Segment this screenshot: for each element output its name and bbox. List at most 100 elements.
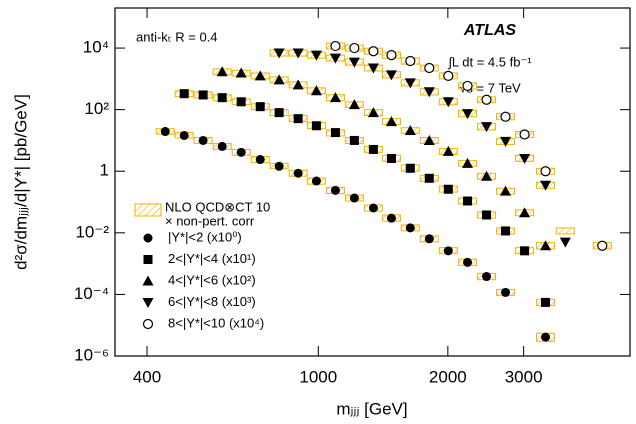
data-point [501, 226, 511, 236]
data-point [423, 134, 435, 145]
data-point [385, 70, 397, 81]
data-point [273, 48, 285, 59]
data-point [293, 114, 303, 124]
data-point [348, 57, 360, 68]
data-point [519, 153, 531, 164]
data-point [404, 78, 416, 89]
legend-label: |Y*|<2 (x10⁰) [168, 229, 242, 244]
data-point [540, 240, 552, 251]
data-point [330, 128, 340, 138]
band-legend-label: × non-pert. corr [165, 213, 255, 228]
y-tick-label: 10⁻⁴ [74, 284, 109, 303]
data-point [404, 125, 416, 136]
data-point [500, 136, 512, 147]
data-point [179, 89, 189, 99]
data-point [481, 122, 493, 133]
data-point [500, 185, 512, 196]
data-point [424, 234, 434, 244]
legend-marker [142, 318, 154, 330]
y-tick-label: 10² [84, 99, 109, 118]
data-point [443, 70, 454, 81]
data-point [424, 62, 435, 74]
data-point [540, 166, 551, 177]
data-point [462, 80, 473, 92]
data-point [292, 79, 304, 90]
data-point [217, 141, 227, 151]
experiment-label: ATLAS [463, 22, 516, 39]
data-point [405, 223, 415, 233]
y-tick-label: 1 [100, 161, 109, 180]
data-point [274, 161, 284, 171]
data-point [386, 153, 396, 163]
plot-frame [114, 7, 631, 357]
data-point [519, 207, 531, 218]
data-point [463, 196, 473, 206]
data-point [311, 176, 321, 186]
data-point [236, 97, 246, 107]
data-point [311, 121, 321, 131]
data-point [198, 135, 208, 145]
y-tick-label: 10⁴ [83, 38, 109, 57]
data-point [481, 94, 492, 105]
data-point [160, 127, 170, 137]
data-point [310, 85, 322, 96]
data-point [254, 70, 266, 81]
data-point [463, 257, 473, 267]
x-tick-label: 1000 [299, 367, 337, 386]
data-point [385, 116, 397, 127]
data-point [310, 50, 322, 61]
data-point [349, 193, 359, 203]
x-axis-title: mⱼⱼⱼ [GeV] [336, 399, 407, 418]
data-point [255, 155, 265, 165]
data-point [235, 67, 247, 78]
legend-marker [142, 275, 154, 286]
data-point [597, 240, 608, 251]
luminosity: ∫L dt = 4.5 fb⁻¹ [447, 54, 532, 69]
data-point [519, 129, 530, 140]
data-point [423, 87, 435, 98]
data-point [349, 42, 360, 54]
data-point [179, 130, 189, 140]
data-point [443, 246, 453, 256]
data-point [367, 63, 379, 74]
x-tick-label: 3000 [505, 367, 543, 386]
data-point [442, 97, 454, 108]
legend-label: 2<|Y*|<4 (x10¹) [168, 251, 256, 266]
data-point [236, 147, 246, 157]
data-point [217, 93, 227, 103]
data-point [329, 92, 341, 103]
data-point [368, 203, 378, 213]
x-tick-label: 2000 [429, 367, 467, 386]
legend-marker [143, 233, 153, 243]
legend-marker [143, 255, 153, 264]
data-point [443, 184, 453, 194]
data-point [368, 144, 378, 154]
data-point [482, 272, 492, 282]
data-point [482, 210, 492, 220]
band-legend-label: NLO QCD⊗CT 10 [165, 199, 270, 214]
theory-band [555, 227, 575, 235]
data-point [520, 246, 530, 256]
band-legend-swatch [134, 203, 162, 217]
data-point [367, 107, 379, 118]
y-axis-title: d²σ/dmⱼⱼⱼ/d|Y*| [pb/GeV] [11, 94, 30, 270]
data-point [386, 213, 396, 223]
data-point [386, 50, 397, 61]
data-point [501, 287, 511, 297]
legend-label: 6<|Y*|<8 (x10³) [168, 294, 256, 309]
data-point [348, 99, 360, 110]
data-point [273, 74, 285, 85]
data-point [255, 102, 265, 112]
data-point [329, 53, 341, 64]
data-point [216, 66, 228, 77]
y-tick-label: 10⁻² [75, 222, 109, 241]
data-point [462, 109, 474, 120]
data-point [198, 90, 208, 100]
data-point [293, 168, 303, 178]
data-point [368, 46, 379, 57]
data-point [541, 332, 551, 342]
data-point [349, 135, 359, 145]
legend-label: 4<|Y*|<6 (x10²) [168, 272, 256, 287]
data-point [330, 185, 340, 195]
